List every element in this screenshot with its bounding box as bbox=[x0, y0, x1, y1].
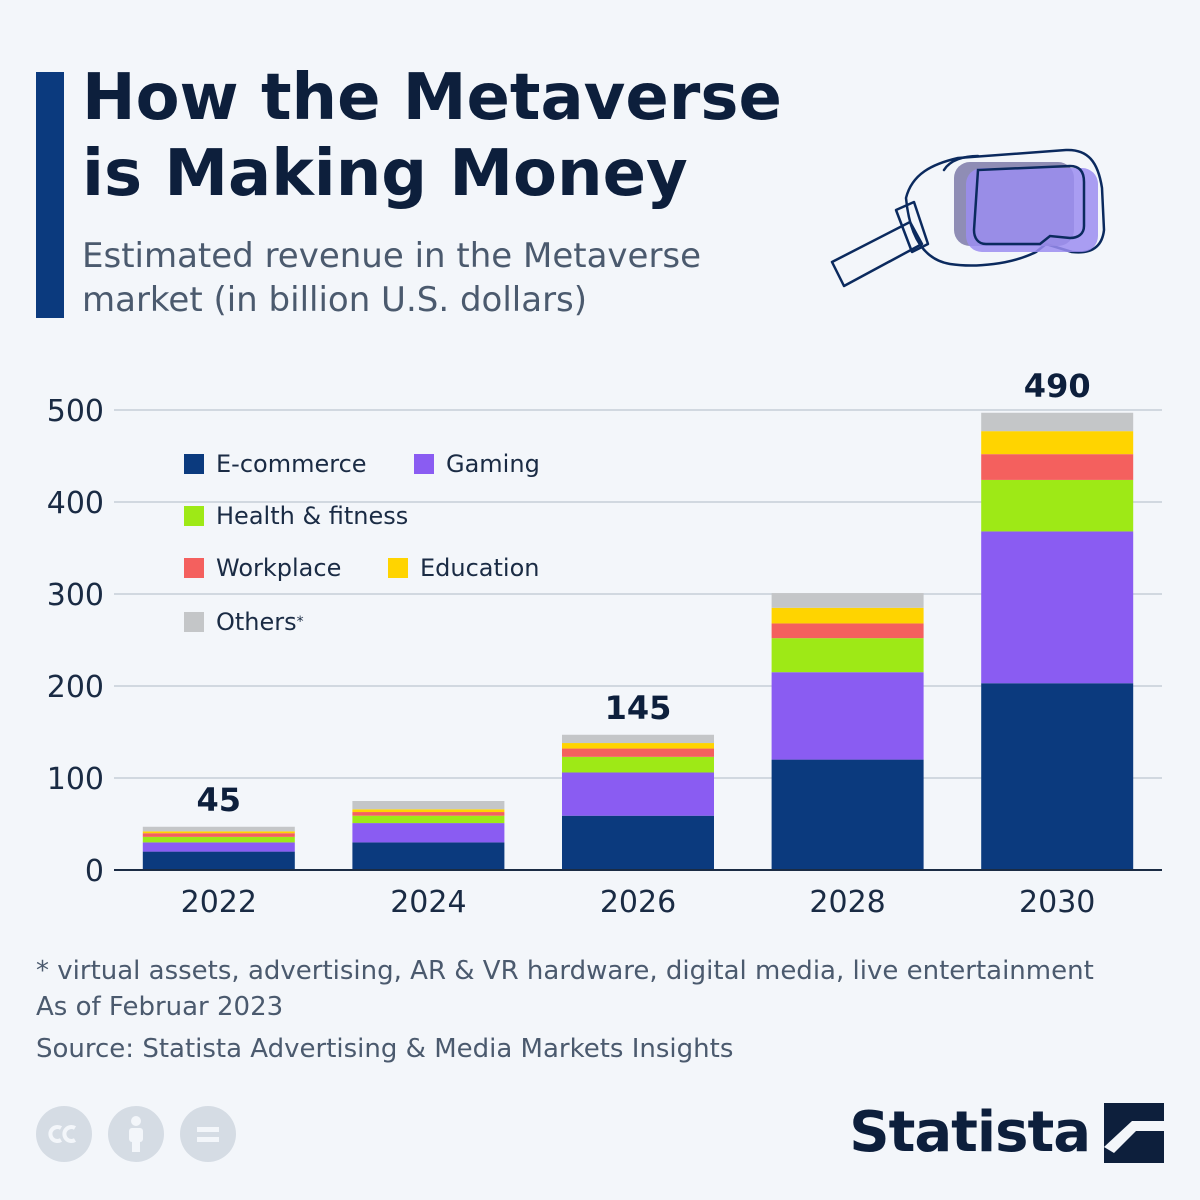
statista-logo-icon bbox=[1104, 1102, 1164, 1163]
bar-total-label: 145 bbox=[605, 689, 672, 727]
y-tick-label: 300 bbox=[47, 578, 104, 613]
x-tick-label: 2026 bbox=[600, 885, 676, 920]
legend-others-asterisk: * bbox=[296, 614, 304, 630]
bar-segment bbox=[562, 743, 714, 749]
legend-label-workplace: Workplace bbox=[216, 554, 342, 582]
bar-segment bbox=[142, 826, 295, 832]
legend-label-education: Education bbox=[420, 554, 540, 582]
no-derivatives-icon[interactable] bbox=[180, 1106, 236, 1162]
page-title: How the Metaverse is Making Money bbox=[82, 60, 802, 212]
bar-segment bbox=[562, 815, 714, 870]
bar-segment bbox=[352, 809, 505, 813]
bar-segment bbox=[352, 842, 505, 870]
brand-name: Statista bbox=[849, 1100, 1091, 1165]
y-tick-label: 500 bbox=[47, 394, 104, 429]
bar-segment bbox=[352, 823, 505, 843]
legend-item-education: Education bbox=[388, 554, 539, 582]
x-tick-label: 2022 bbox=[181, 885, 257, 920]
legend-label-ecommerce: E-commerce bbox=[216, 450, 367, 478]
page-subtitle: Estimated revenue in the Metaverse marke… bbox=[82, 234, 802, 322]
legend-label-others: Others bbox=[216, 608, 297, 636]
accent-bar bbox=[36, 72, 64, 318]
bar-segment bbox=[142, 842, 295, 852]
bar-segment bbox=[981, 531, 1134, 684]
bar-segment bbox=[142, 851, 295, 870]
bar-segment bbox=[981, 479, 1134, 532]
attribution-icon[interactable] bbox=[108, 1106, 164, 1162]
source-note: Source: Statista Advertising & Media Mar… bbox=[36, 1034, 734, 1064]
bar-segment bbox=[771, 593, 924, 608]
bar-segment bbox=[981, 683, 1134, 870]
bar-segment bbox=[352, 812, 505, 816]
bar-segment bbox=[562, 772, 714, 816]
x-tick-label: 2028 bbox=[809, 885, 885, 920]
bar-segment bbox=[771, 672, 924, 760]
bar-segment bbox=[981, 431, 1134, 455]
cc-icon[interactable] bbox=[36, 1106, 92, 1162]
x-tick-label: 2024 bbox=[390, 885, 466, 920]
date-note: As of Februar 2023 bbox=[36, 992, 284, 1022]
legend-swatch-health bbox=[184, 506, 204, 526]
bar-total-label: 490 bbox=[1024, 367, 1091, 405]
legend-swatch-ecommerce bbox=[184, 454, 204, 474]
bar-segment bbox=[771, 638, 924, 673]
y-tick-label: 400 bbox=[47, 486, 104, 521]
bar-segment bbox=[981, 412, 1134, 432]
bar-total-label: 45 bbox=[197, 781, 242, 819]
stacked-bar-chart: 0 100 200 300 400 500 45 2022 2024 145 2026 2028 490… bbox=[47, 367, 1162, 920]
title-line-2: is Making Money bbox=[82, 137, 688, 211]
bar-segment bbox=[352, 815, 505, 824]
legend-swatch-workplace bbox=[184, 558, 204, 578]
y-tick-label: 0 bbox=[85, 854, 104, 889]
x-tick-label: 2030 bbox=[1019, 885, 1095, 920]
bar-segment bbox=[771, 623, 924, 639]
legend-item-others: Others * bbox=[184, 608, 304, 636]
legend-swatch-education bbox=[388, 558, 408, 578]
bar-segment bbox=[352, 801, 505, 810]
subtitle-line-1: Estimated revenue in the Metaverse bbox=[82, 236, 702, 276]
bar-segment bbox=[562, 748, 714, 757]
bar-segment bbox=[562, 734, 714, 744]
bar-segment bbox=[771, 759, 924, 870]
legend-swatch-gaming bbox=[414, 454, 434, 474]
vr-headset-icon bbox=[830, 148, 1106, 288]
legend-swatch-others bbox=[184, 612, 204, 632]
legend-item-gaming: Gaming bbox=[414, 450, 540, 478]
chart-legend: E-commerce Gaming Health & fitness Workp… bbox=[184, 444, 584, 644]
bar-segment bbox=[142, 833, 295, 837]
bar-segment bbox=[771, 607, 924, 624]
legend-label-gaming: Gaming bbox=[446, 450, 540, 478]
bar-segment bbox=[142, 836, 295, 843]
subtitle-line-2: market (in billion U.S. dollars) bbox=[82, 280, 588, 320]
footnote: * virtual assets, advertising, AR & VR h… bbox=[36, 956, 1094, 986]
legend-label-health: Health & fitness bbox=[216, 502, 409, 530]
bar-segment bbox=[142, 831, 295, 834]
bar-segment bbox=[562, 756, 714, 773]
y-tick-label: 200 bbox=[47, 670, 104, 705]
legend-item-health: Health & fitness bbox=[184, 502, 408, 530]
legend-item-workplace: Workplace bbox=[184, 554, 341, 582]
y-tick-label: 100 bbox=[47, 762, 104, 797]
bar-segment bbox=[981, 454, 1134, 480]
title-line-1: How the Metaverse bbox=[82, 61, 782, 135]
brand-logo[interactable]: Statista bbox=[849, 1100, 1164, 1165]
legend-item-ecommerce: E-commerce bbox=[184, 450, 367, 478]
